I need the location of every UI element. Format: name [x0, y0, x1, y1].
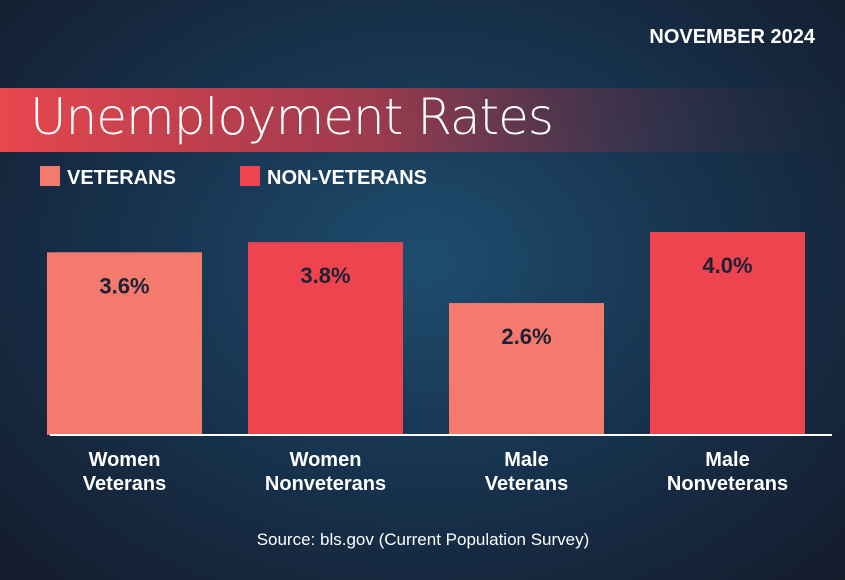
x-tick-label: Women Veterans: [82, 449, 167, 495]
x-tick-label: Male Nonveterans: [666, 449, 789, 495]
legend-label: VETERANS: [67, 167, 176, 189]
value-label: 2.6%: [501, 324, 551, 349]
bar: [650, 232, 805, 435]
bar: [248, 242, 403, 435]
legend-swatch: [40, 166, 60, 186]
x-tick-label: Male Veterans: [484, 449, 569, 495]
source: Source: bls.gov (Current Population Surv…: [257, 530, 590, 549]
legend-label: NON-VETERANS: [267, 167, 427, 189]
chart-title: Unemployment Rates: [30, 88, 553, 146]
bar: [449, 303, 604, 435]
value-label: 3.8%: [300, 263, 350, 288]
title-band: [0, 88, 845, 152]
value-label: 3.6%: [99, 273, 149, 298]
legend-swatch: [240, 166, 260, 186]
x-tick-label: Women Nonveterans: [264, 449, 387, 495]
date: NOVEMBER 2024: [649, 26, 815, 48]
bar: [47, 252, 202, 435]
value-label: 4.0%: [702, 253, 752, 278]
